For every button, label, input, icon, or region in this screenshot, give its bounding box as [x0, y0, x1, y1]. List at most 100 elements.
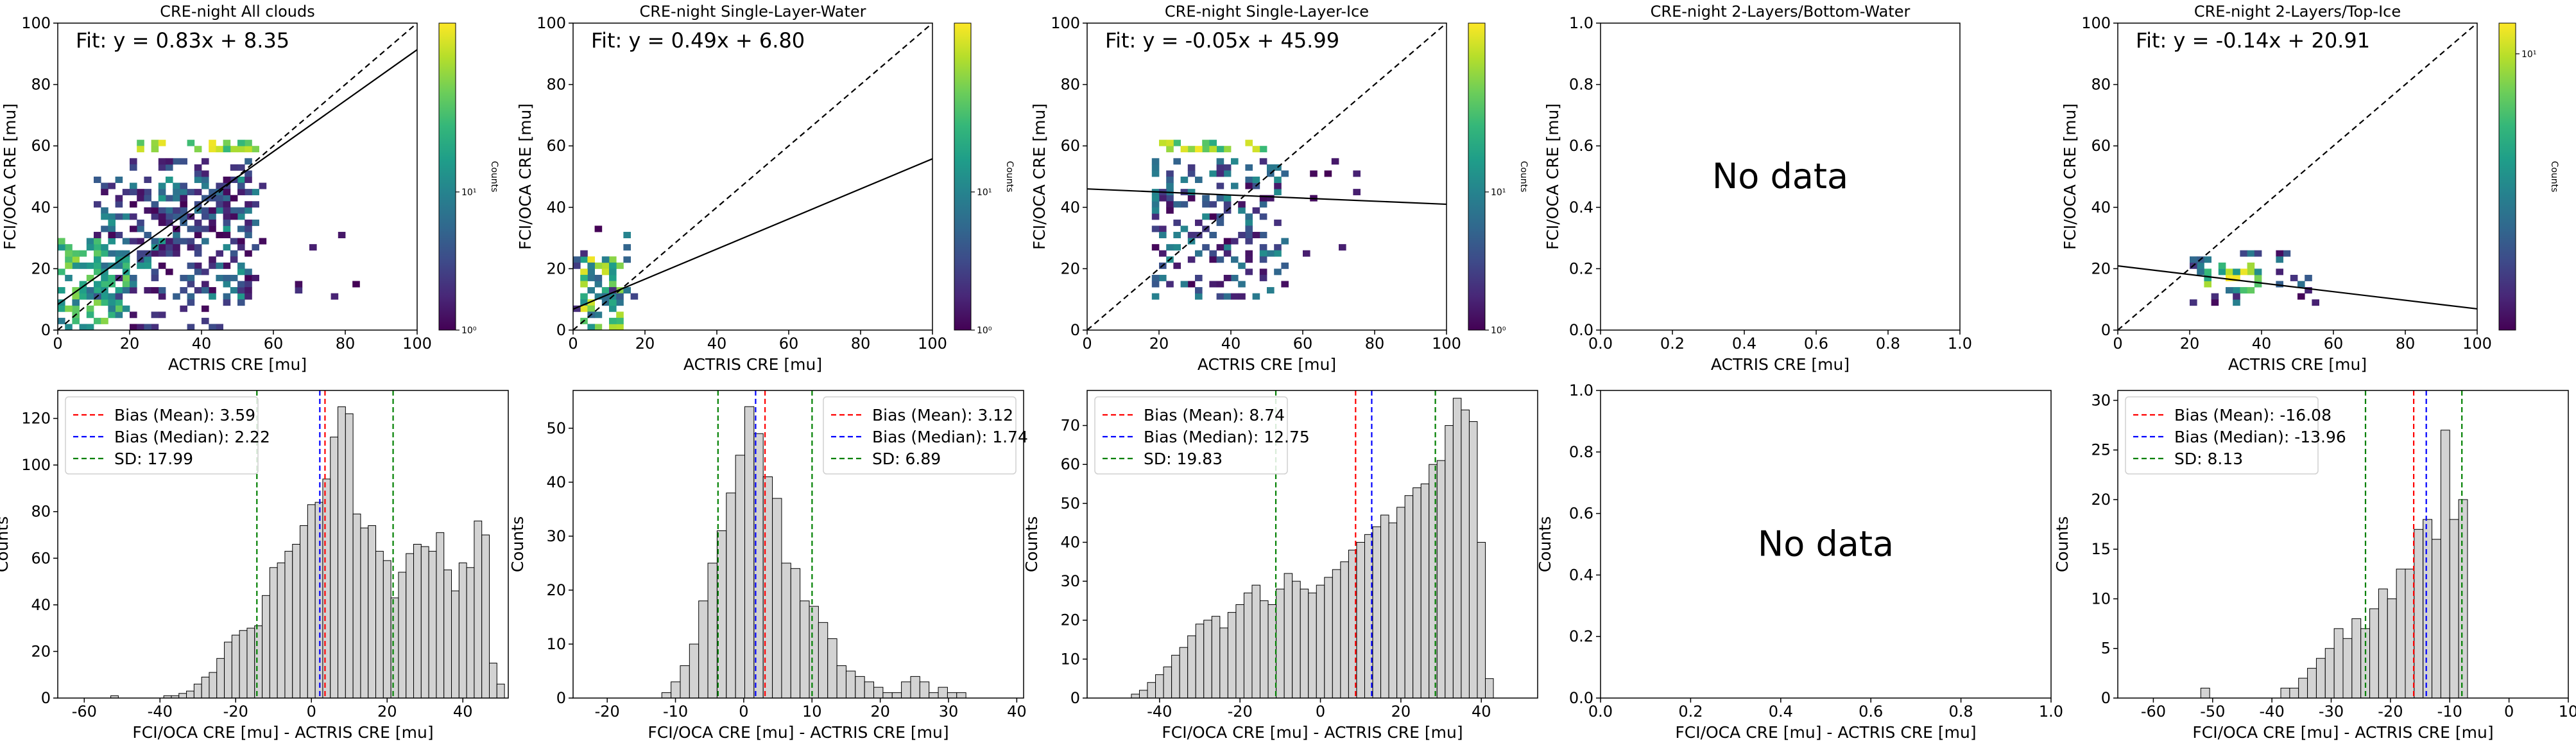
hist2d-cell: [94, 268, 101, 275]
y-tick-label: 40: [31, 596, 51, 614]
hist2d-cell: [223, 219, 231, 226]
histogram-bar: [929, 692, 939, 698]
colorbar-gradient: [1468, 22, 1486, 331]
hist2d-cell: [623, 287, 631, 294]
hist2d-cell: [2312, 299, 2319, 306]
hist2d-cell: [194, 232, 202, 238]
histogram-bar: [360, 527, 369, 698]
hist2d-cell: [151, 213, 159, 220]
hist2d-cell: [1216, 146, 1224, 153]
hist2d-cell: [151, 238, 159, 245]
hist2d-cell: [1187, 189, 1196, 196]
y-tick-label: 20: [546, 581, 566, 599]
histogram-bar: [178, 693, 187, 698]
histogram-bar: [1340, 561, 1349, 698]
hist2d-cell: [137, 146, 144, 153]
hist2d-cell: [180, 195, 187, 202]
y-tick-label: 0.2: [1569, 259, 1593, 277]
hist2d-cell: [1274, 189, 1282, 196]
hist2d-cell: [72, 256, 80, 263]
histogram-bar: [809, 606, 819, 698]
hist2d-cell: [609, 305, 617, 312]
one-to-one-line: [573, 23, 932, 330]
x-tick-label: 0.2: [1678, 703, 1703, 721]
hist2d-cell: [130, 324, 137, 330]
plot-area: [110, 390, 505, 698]
hist2d-cell: [616, 299, 624, 306]
y-tick-label: 100: [21, 456, 51, 474]
hist2d-cell: [1187, 170, 1196, 177]
hist2d-cell: [1209, 213, 1217, 220]
hist2d-cell: [180, 207, 187, 214]
colorbar: 10⁰ 10¹ Counts: [1468, 22, 1529, 336]
y-tick-label: 20: [1060, 611, 1080, 629]
hist2d-cell: [166, 164, 173, 171]
hist2d-cell: [58, 244, 65, 251]
y-tick-label: 0.4: [1569, 198, 1593, 216]
x-axis-label: FCI/OCA CRE [mu] - ACTRIS CRE [mu]: [1162, 723, 1463, 742]
x-axis-label: ACTRIS CRE [mu]: [1198, 355, 1336, 374]
hist2d-cell: [158, 262, 166, 269]
y-tick-label: 80: [31, 503, 51, 521]
hist2d-cell: [86, 274, 94, 281]
hist2d-cell: [580, 281, 588, 288]
hist2d-cell: [223, 244, 231, 251]
histogram-bar: [1187, 635, 1196, 698]
histogram-bar: [443, 569, 452, 698]
hist2d-cell: [2233, 287, 2240, 294]
y-axis-label: FCI/OCA CRE [mu]: [1, 103, 19, 250]
hist2d-cell: [202, 213, 209, 220]
hist2d-cell: [151, 287, 159, 294]
hist2d-cell: [2204, 268, 2211, 275]
histogram-bar: [1179, 647, 1189, 698]
hist2d-cell: [1223, 170, 1232, 177]
hist2d-cell: [202, 207, 209, 214]
hist2d-cell: [259, 182, 267, 189]
hist2d-cell: [202, 225, 209, 232]
legend-entry: SD: 17.99: [114, 450, 193, 468]
y-tick-label: 0: [556, 321, 566, 339]
hist2d-cell: [65, 274, 73, 281]
hist2d-cell: [115, 195, 123, 202]
hist2d-cell: [609, 317, 617, 324]
hist2d-cell: [173, 189, 180, 196]
histogram-bar: [2405, 568, 2415, 698]
hist2d-cell: [130, 189, 137, 196]
y-tick-label: 50: [1060, 494, 1080, 512]
hist2d-cell: [180, 305, 187, 312]
hist2d-cell: [180, 213, 187, 220]
hist2d-cell: [187, 139, 195, 146]
hist2d-cell: [65, 250, 73, 257]
histogram-bar: [398, 572, 407, 698]
y-tick-label: 0.8: [1569, 76, 1593, 94]
hist2d-cell: [1223, 274, 1232, 281]
hist2d-cell: [1159, 232, 1167, 238]
hist2d-cell: [1216, 293, 1224, 300]
hist2d-cell: [1159, 274, 1167, 281]
y-axis-label: Counts: [1536, 516, 1554, 572]
histogram-bar: [2369, 608, 2379, 698]
hist2d-cell: [223, 293, 231, 300]
histogram-bar: [800, 600, 810, 698]
hist2d-cell: [1252, 232, 1260, 238]
hist2d-cell: [2211, 299, 2219, 306]
hist2d-cell: [2226, 268, 2233, 275]
hist2d-cell: [2226, 274, 2233, 281]
hist2d-cell: [58, 238, 65, 245]
hist2d-cell: [245, 201, 252, 208]
x-tick-label: -30: [2319, 703, 2344, 721]
hist2d-cell: [1238, 232, 1246, 238]
hist2d-cell: [1267, 164, 1275, 171]
histogram-bar: [919, 681, 930, 698]
hist2d-cell: [216, 182, 223, 189]
histogram-bar: [735, 455, 746, 698]
hist2d-cell: [338, 232, 346, 238]
hist2d-cell: [1223, 244, 1232, 251]
histogram-bar: [1163, 666, 1172, 698]
hist2d-cell: [1151, 207, 1160, 214]
histogram-bar: [947, 692, 957, 698]
hist2d-cell: [1187, 256, 1196, 263]
x-axis-label: ACTRIS CRE [mu]: [683, 355, 822, 374]
hist2d-cell: [601, 262, 610, 269]
colorbar-tick-label: 10¹: [1491, 188, 1506, 198]
